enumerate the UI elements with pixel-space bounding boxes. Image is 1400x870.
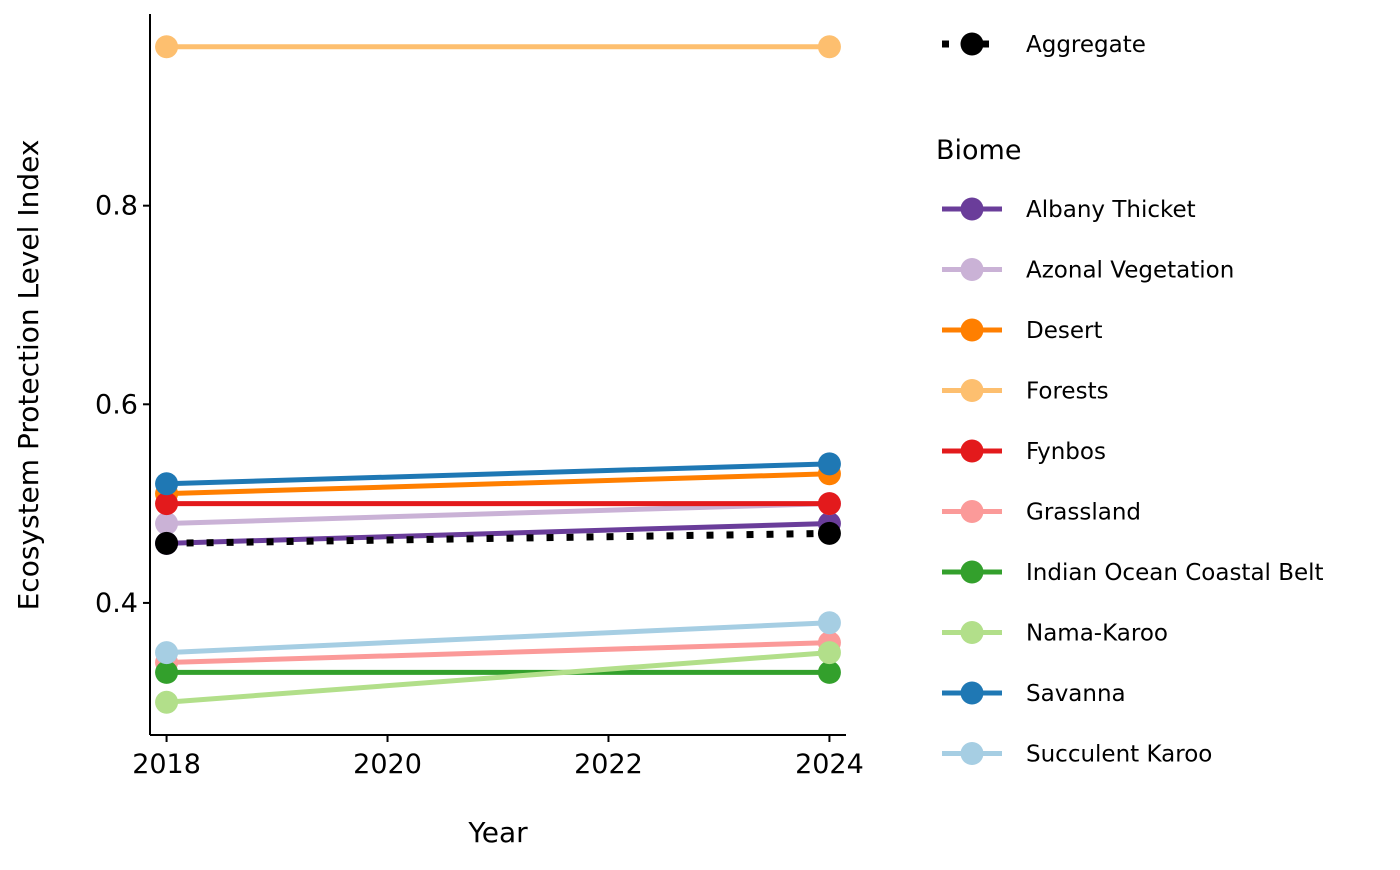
aggregate-point bbox=[817, 521, 841, 545]
legend-key-point bbox=[960, 500, 984, 523]
series-line bbox=[166, 520, 830, 546]
series-line bbox=[166, 501, 830, 526]
legend-key-point bbox=[960, 681, 984, 705]
data-point bbox=[155, 641, 179, 665]
legend-label: Indian Ocean Coastal Belt bbox=[1026, 560, 1324, 586]
legend-label: Aggregate bbox=[1026, 32, 1146, 58]
data-point bbox=[817, 660, 841, 684]
data-point bbox=[155, 472, 179, 496]
aggregate-point bbox=[155, 531, 179, 555]
legend-label: Nama-Karoo bbox=[1026, 621, 1168, 647]
legend-label: Succulent Karoo bbox=[1026, 742, 1212, 768]
data-point bbox=[155, 660, 179, 684]
series-nama-karoo bbox=[155, 641, 841, 714]
x-tick-label: 2022 bbox=[574, 749, 643, 780]
y-tick-label: 0.6 bbox=[95, 389, 138, 420]
series-line bbox=[166, 461, 830, 487]
legend-key-point bbox=[960, 258, 984, 281]
data-point bbox=[155, 511, 179, 535]
data-point bbox=[155, 35, 179, 59]
legend-key-point bbox=[960, 439, 984, 463]
data-point bbox=[817, 35, 841, 59]
data-point bbox=[817, 452, 841, 476]
y-tick-label: 0.8 bbox=[95, 191, 138, 222]
legend-label: Desert bbox=[1026, 318, 1102, 344]
legend-key-point bbox=[960, 560, 984, 584]
x-tick-label: 2018 bbox=[132, 749, 201, 780]
x-tick-label: 2024 bbox=[795, 749, 864, 780]
y-axis-label: Ecosystem Protection Level Index bbox=[12, 140, 45, 611]
legend-key-point bbox=[960, 742, 984, 765]
data-point bbox=[155, 690, 179, 714]
series-indian-ocean-coastal-belt bbox=[155, 660, 841, 684]
series-savanna bbox=[155, 452, 841, 496]
data-point bbox=[817, 611, 841, 635]
legend-key-point bbox=[960, 379, 984, 402]
legend-label: Fynbos bbox=[1026, 439, 1106, 465]
x-ticks: 2018 2020 2022 2024 bbox=[132, 735, 864, 780]
series-line bbox=[166, 650, 830, 705]
series-forests bbox=[155, 35, 841, 59]
legend-label: Forests bbox=[1026, 379, 1109, 405]
series-fynbos bbox=[155, 492, 841, 516]
x-tick-label: 2020 bbox=[353, 749, 422, 780]
data-point bbox=[155, 492, 179, 516]
series-line bbox=[166, 620, 830, 656]
y-ticks: 0.4 0.6 0.8 bbox=[95, 191, 150, 619]
y-tick-label: 0.4 bbox=[95, 588, 138, 619]
plot-area bbox=[155, 35, 841, 714]
series-aggregate bbox=[155, 521, 841, 555]
series-line bbox=[166, 640, 830, 666]
data-point bbox=[817, 492, 841, 516]
legend-title: Biome bbox=[936, 135, 1021, 166]
legend: Aggregate Biome Albany Thicket Azonal Veget… bbox=[936, 32, 1324, 768]
legend-label: Savanna bbox=[1026, 681, 1126, 707]
legend-label: Grassland bbox=[1026, 500, 1141, 526]
x-axis-label: Year bbox=[467, 816, 528, 849]
legend-label: Albany Thicket bbox=[1026, 197, 1196, 223]
legend-label: Azonal Vegetation bbox=[1026, 258, 1234, 284]
legend-key-point bbox=[960, 32, 984, 56]
legend-key-point bbox=[960, 318, 984, 342]
series-line bbox=[166, 471, 830, 497]
legend-key-point bbox=[960, 197, 984, 221]
data-point bbox=[817, 641, 841, 665]
series-succulent-karoo bbox=[155, 611, 841, 665]
legend-key-point bbox=[960, 621, 984, 644]
